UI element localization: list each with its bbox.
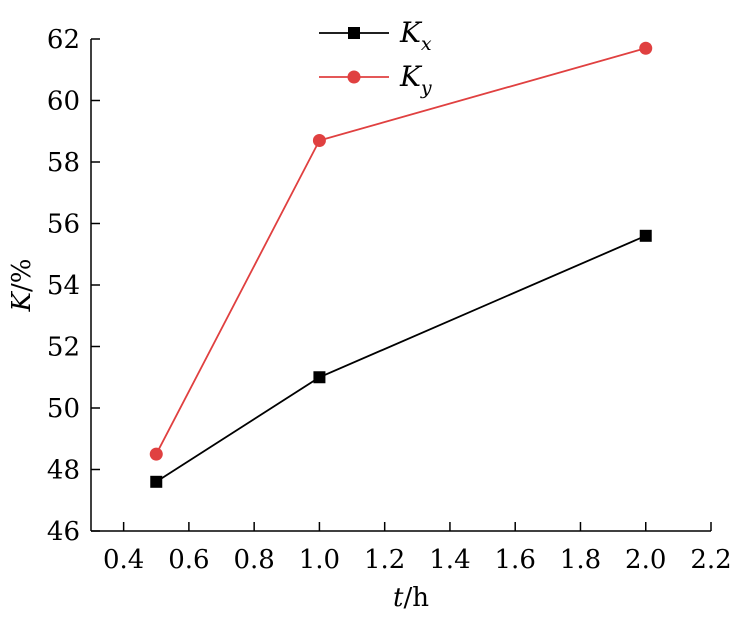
- series: [149, 41, 653, 488]
- legend: Kx Ky: [319, 16, 432, 99]
- y-tick-label: 62: [47, 25, 80, 55]
- x-tick-label: 0.4: [103, 545, 144, 575]
- x-tick-label: 1.2: [364, 545, 405, 575]
- y-tick-label: 48: [47, 456, 80, 486]
- series-k-y: [149, 41, 653, 461]
- y-tick-label: 50: [47, 394, 80, 424]
- axes: [90, 39, 711, 532]
- x-axis-label: t/h: [393, 583, 429, 613]
- x-tick-label: 0.8: [233, 545, 274, 575]
- data-point: [312, 133, 326, 147]
- y-tick-label: 52: [47, 333, 80, 363]
- x-tick-label: 1.0: [299, 545, 340, 575]
- data-point: [149, 447, 163, 461]
- legend-label: Kx: [399, 16, 432, 55]
- x-tick-label: 1.6: [495, 545, 536, 575]
- legend-marker: [347, 70, 361, 84]
- y-axis-label: K/%: [7, 259, 37, 313]
- series-line: [155, 234, 647, 483]
- x-tick-label: 2.2: [690, 545, 731, 575]
- legend-item: Ky: [319, 60, 432, 99]
- x-tick-label: 1.8: [560, 545, 601, 575]
- y-tick-label: 46: [47, 517, 80, 547]
- data-point: [313, 371, 326, 384]
- x-tick-label: 1.4: [429, 545, 470, 575]
- series-line: [155, 47, 646, 455]
- legend-item: Kx: [319, 16, 432, 55]
- data-point: [639, 41, 653, 55]
- y-tick-label: 60: [47, 87, 80, 117]
- legend-label: Ky: [399, 60, 432, 99]
- x-tick-label: 0.6: [168, 545, 209, 575]
- x-tick-label: 2.0: [625, 545, 666, 575]
- legend-marker: [348, 27, 360, 39]
- series-k-x: [150, 229, 652, 488]
- data-point: [639, 229, 652, 242]
- ticks: 0.4 0.6 0.8 1.0 1.2 1.4 1.6 1.8 2.0 2.2 46 48 50 52 54…: [47, 25, 732, 575]
- y-tick-label: 58: [47, 148, 80, 178]
- y-tick-label: 54: [47, 271, 80, 301]
- y-tick-label: 56: [47, 210, 80, 240]
- data-point: [150, 475, 163, 488]
